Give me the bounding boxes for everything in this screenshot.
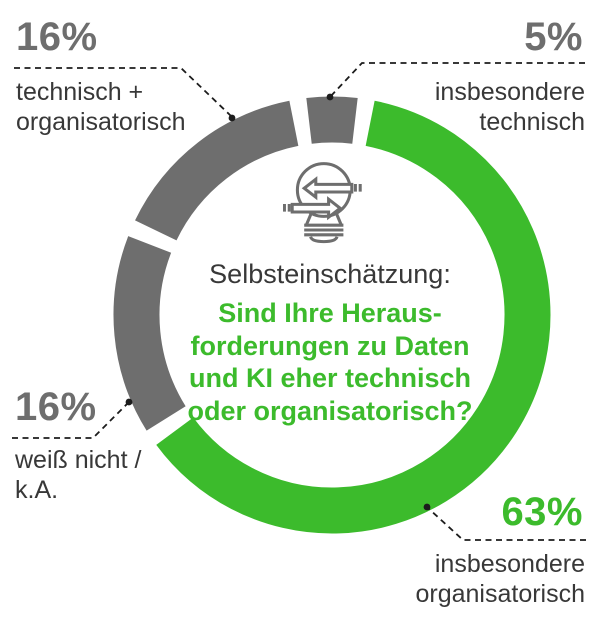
pct-insbesondere-technisch: 5%: [524, 15, 583, 59]
arrow-right-dashes: [282, 204, 291, 212]
question-line-1: Sind Ihre Heraus-: [218, 298, 442, 328]
pct-insbesondere-organisatorisch: 63%: [501, 490, 583, 534]
label-line: insbesondere: [434, 78, 585, 106]
question-line-4: oder organisatorisch?: [187, 395, 473, 426]
pct-technisch-organisatorisch: 16%: [16, 15, 98, 59]
leader-dot: [423, 503, 431, 511]
leader-dot: [228, 114, 236, 122]
chart-question: Sind Ihre Heraus- forderungen zu Daten u…: [164, 297, 496, 427]
label-line: insbesondere: [434, 550, 585, 578]
question-line-2: forderungen zu Daten: [190, 330, 470, 361]
leader-technisch-organisatorisch: [14, 67, 236, 122]
label-line: organisatorisch: [16, 108, 186, 136]
label-insbesondere-organisatorisch: insbesondere organisatorisch: [415, 549, 585, 609]
chart-title: Selbsteinschätzung:: [209, 259, 451, 289]
leader-insbesondere-technisch: [326, 62, 585, 101]
bulb-threads: [304, 223, 344, 237]
arrow-left-dashes: [353, 184, 362, 192]
bulb-base-cap: [309, 236, 339, 244]
question-line-3: und KI eher technisch: [188, 363, 472, 393]
arrow-left-icon: [301, 176, 354, 201]
leader-dot: [125, 398, 133, 406]
donut-segment-technisch-organisatorisch: [135, 100, 299, 241]
pct-weiss-nicht: 16%: [15, 385, 97, 429]
label-line: k.A.: [15, 476, 59, 504]
bulb-neck: [305, 211, 343, 225]
label-line: organisatorisch: [415, 580, 585, 608]
donut-segment-wei-nicht-k-a: [113, 236, 186, 431]
label-line: technisch: [479, 108, 585, 136]
label-insbesondere-technisch: insbesondere technisch: [435, 77, 585, 137]
donut-segment-insbesondere-technisch: [306, 96, 358, 144]
label-technisch-organisatorisch: technisch + organisatorisch: [16, 77, 186, 137]
leader-line: [14, 67, 232, 117]
leader-weiss-nicht: [12, 398, 133, 439]
label-line: weiß nicht /: [15, 446, 142, 474]
lightbulb-exchange-arrows-icon: [282, 160, 363, 244]
label-line: technisch +: [16, 78, 144, 106]
label-weiss-nicht: weiß nicht / k.A.: [15, 445, 141, 505]
donut-segment-insbesondere-organisatorisch: [156, 100, 551, 534]
leader-insbesondere-organisatorisch: [423, 503, 586, 541]
arrow-right-icon: [290, 196, 343, 221]
leader-line: [12, 402, 129, 439]
leader-line: [329, 62, 585, 98]
donut-chart: [113, 96, 551, 534]
center-text-block: Selbsteinschätzung: Sind Ihre Heraus- fo…: [164, 259, 496, 427]
leader-dot: [326, 93, 334, 101]
